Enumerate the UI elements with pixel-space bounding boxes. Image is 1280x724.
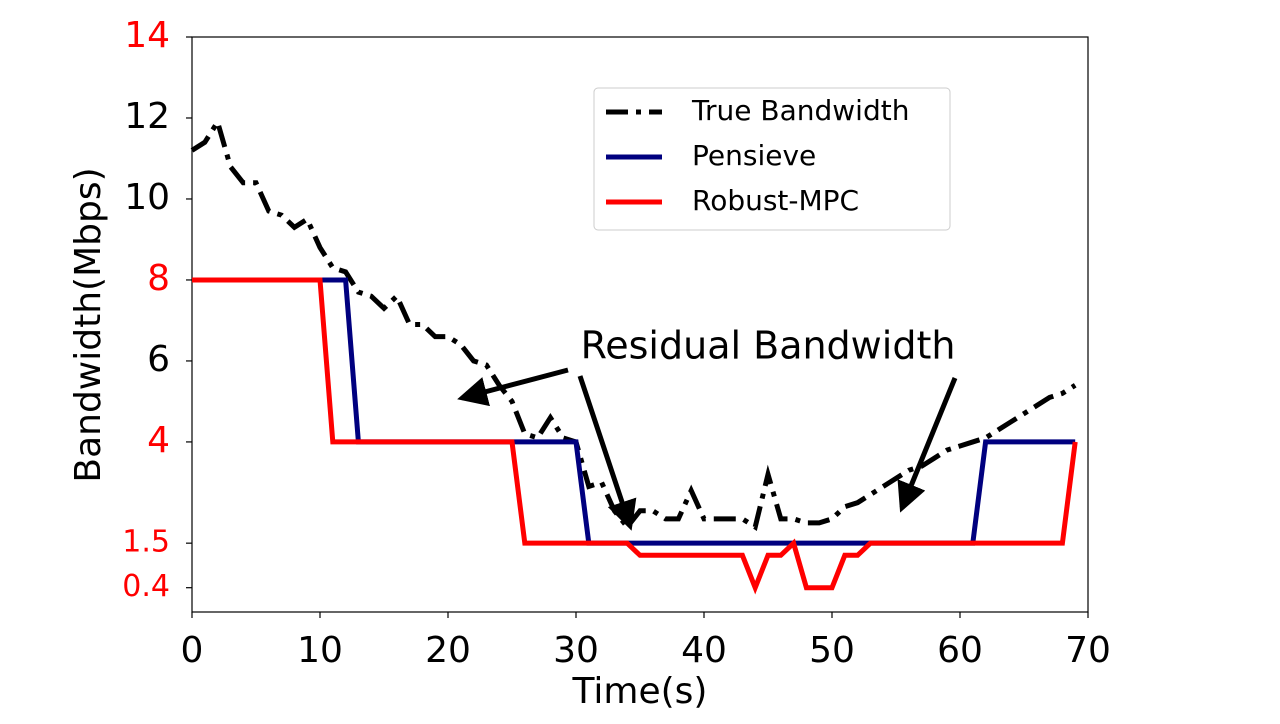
y-tick-label: 6 <box>147 339 170 380</box>
y-tick-label: 8 <box>147 258 170 299</box>
legend-label: Robust-MPC <box>692 184 859 217</box>
x-tick-label: 70 <box>1065 630 1111 671</box>
x-tick-label: 40 <box>681 630 727 671</box>
x-axis-label: Time(s) <box>572 671 708 712</box>
y-tick-label: 1.5 <box>122 525 170 560</box>
legend-box <box>593 87 951 231</box>
x-tick-label: 60 <box>937 630 983 671</box>
y-tick-label: 0.4 <box>122 569 170 604</box>
legend: True Bandwidth Pensieve Robust-MPC <box>593 87 951 231</box>
plot-frame <box>191 36 1089 613</box>
x-tick-label: 30 <box>553 630 599 671</box>
y-tick-label: 10 <box>124 177 170 218</box>
data-line <box>190 115 1077 531</box>
data-line <box>192 277 1076 546</box>
x-tick-label: 10 <box>297 630 343 671</box>
x-tick-label: 20 <box>425 630 471 671</box>
y-tick-label: 14 <box>124 15 170 56</box>
legend-label: Pensieve <box>692 139 816 172</box>
data-line <box>192 277 1078 595</box>
legend-label: True Bandwidth <box>691 94 909 127</box>
arrow <box>457 367 569 407</box>
x-tick-label: 0 <box>181 630 204 671</box>
y-tick-label: 12 <box>124 96 170 137</box>
annotation: Residual Bandwidth <box>581 324 956 368</box>
arrow <box>897 377 958 513</box>
y-tick-label: 4 <box>147 420 170 461</box>
annotation-arrows <box>457 367 958 531</box>
arrow <box>577 375 637 531</box>
x-tick-label: 50 <box>809 630 855 671</box>
y-axis-label: Bandwidth(Mbps) <box>68 167 109 482</box>
